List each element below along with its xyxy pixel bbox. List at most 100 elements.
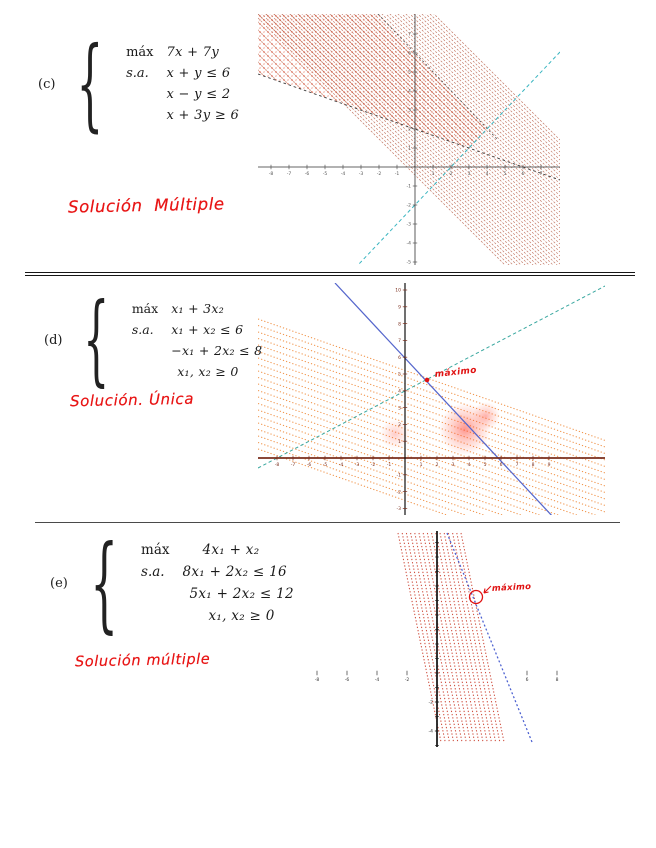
y-tick-label: 5 — [398, 372, 401, 378]
x-tick-label: -7 — [287, 171, 292, 177]
x-tick-label: -5 — [323, 462, 328, 468]
maximum-arrow-icon — [483, 585, 492, 594]
y-tick-label: 2 — [398, 422, 401, 428]
max-keyword: máx — [126, 45, 154, 60]
plot-d: -8 -7 -6 -5 -4 -3 -2 -1 1 2 3 4 5 6 7 8 9 10 9 8 7 6 5 4 3 2 1 -1 -2… — [258, 283, 605, 515]
problem-d-rows: máx x₁ + 3x₂ s.a. x₁ + x₂ ≤ 6 −x₁ + 2x₂ … — [132, 301, 263, 379]
y-tick-label: 6 — [408, 51, 411, 57]
y-tick-label: -2 — [397, 489, 402, 495]
constraint: x − y ≤ 2 — [166, 87, 231, 102]
brace-icon: { — [76, 25, 104, 142]
y-tick-label: -1 — [407, 184, 412, 190]
brace-icon: { — [83, 283, 110, 397]
maximum-annotation: máximo — [434, 366, 477, 380]
x-tick-label: 8 — [532, 462, 535, 468]
y-tick-label: -4 — [429, 729, 434, 735]
constraint: 8x₁ + 2x₂ ≤ 16 — [182, 564, 287, 580]
x-tick-label: -5 — [323, 171, 328, 177]
solution-note-e: Solución múltiple — [74, 651, 211, 671]
axis-ticks-d: -8 -7 -6 -5 -4 -3 -2 -1 1 2 3 4 5 6 7 8 9 10 9 8 7 6 5 4 3 2 1 -1 -2… — [275, 288, 551, 512]
problem-c-label: (c) — [38, 76, 56, 92]
x-tick-label: -2 — [371, 462, 376, 468]
problem-c-rows: máx 7x + 7y s.a. x + y ≤ 6 x − y ≤ 2 x +… — [126, 45, 239, 123]
x-tick-label: 6 — [500, 462, 503, 468]
constraint: x + y ≤ 6 — [166, 66, 231, 81]
constraint-line-x-plus-y — [377, 14, 499, 141]
y-tick-label: -2 — [407, 203, 412, 209]
x-tick-label: -6 — [307, 462, 312, 468]
max-keyword: máx — [141, 542, 170, 558]
maximum-circle — [468, 589, 484, 605]
y-tick-label: 10 — [395, 288, 401, 294]
y-tick-label: -3 — [407, 222, 412, 228]
problem-e-label: (e) — [50, 575, 68, 591]
x-tick-label: 6 — [526, 677, 529, 683]
x-tick-label: -2 — [377, 171, 382, 177]
x-tick-label: -6 — [305, 171, 310, 177]
x-tick-label: 4 — [468, 462, 471, 468]
x-tick-label: 3 — [468, 171, 471, 177]
y-tick-label: 7 — [408, 32, 411, 38]
y-tick-label: 9 — [398, 305, 401, 311]
solution-note-c: Solución Múltiple — [67, 194, 225, 217]
solution-note-d: Solución. Única — [69, 389, 195, 411]
y-tick-label: -2 — [429, 700, 434, 706]
y-tick-label: 4 — [408, 89, 411, 95]
y-tick-label: -5 — [407, 260, 412, 265]
x-tick-label: 4 — [486, 171, 489, 177]
subject-to-keyword: s.a. — [131, 322, 154, 337]
x-tick-label: 1 — [420, 462, 423, 468]
x-tick-label: 2 — [450, 171, 453, 177]
x-tick-label: 5 — [484, 462, 487, 468]
objective-level-lines-c — [258, 14, 560, 265]
x-tick-label: 7 — [540, 171, 543, 177]
constraint: x₁, x₂ ≥ 0 — [208, 608, 275, 624]
x-tick-label: -1 — [387, 462, 392, 468]
x-tick-label: -3 — [359, 171, 364, 177]
problem-d-label: (d) — [44, 332, 63, 348]
y-tick-label: 2 — [408, 127, 411, 133]
axis-ticks-c: -8 -7 -6 -5 -4 -3 -2 -1 1 2 3 4 5 6 7 7 6 5 4 3 2 1 -1 -2 -3 -4 -5 — [269, 32, 543, 265]
objective-level-lines-d — [258, 318, 605, 515]
x-tick-label: 8 — [556, 677, 559, 683]
objective-function: 4x₁ + x₂ — [202, 542, 260, 558]
constraint-line-x-plus-3y — [258, 73, 560, 181]
x-tick-label: -8 — [275, 462, 280, 468]
x-tick-label: -3 — [355, 462, 360, 468]
y-tick-label: -1 — [397, 473, 402, 479]
x-tick-label: -6 — [345, 677, 350, 683]
y-tick-label: 1 — [408, 146, 411, 152]
x-tick-label: 3 — [452, 462, 455, 468]
constraint-line-8x1-plus-2x2 — [446, 532, 533, 743]
x-tick-label: -1 — [395, 171, 400, 177]
constraint-line-minus-x1-plus-2x2 — [258, 285, 605, 469]
maximum-point — [424, 377, 430, 383]
constraint: x + 3y ≥ 6 — [166, 108, 240, 123]
x-tick-label: 2 — [436, 462, 439, 468]
red-smudge — [472, 402, 500, 430]
objective-function: x₁ + 3x₂ — [171, 301, 225, 316]
max-keyword: máx — [131, 301, 159, 316]
x-tick-label: 7 — [516, 462, 519, 468]
axis-ticks-e: -8 -6 -4 -2 6 8 -2 -4 — [315, 542, 559, 746]
red-smudge — [380, 419, 410, 449]
problem-c-system: (c) { máx 7x + 7y s.a. x + y ≤ 6 x − y ≤… — [38, 34, 239, 134]
objective-function: 7x + 7y — [166, 45, 219, 60]
x-tick-label: -4 — [375, 677, 380, 683]
x-tick-label: -7 — [291, 462, 296, 468]
plot-c: -8 -7 -6 -5 -4 -3 -2 -1 1 2 3 4 5 6 7 7 6 5 4 3 2 1 -1 -2 -3 -4 -5 — [258, 14, 560, 265]
constraint: x₁, x₂ ≥ 0 — [177, 364, 239, 379]
y-tick-label: -3 — [397, 506, 402, 512]
y-tick-label: 3 — [408, 108, 411, 114]
x-tick-label: 9 — [548, 462, 551, 468]
section-divider-1 — [25, 272, 635, 276]
x-tick-label: -8 — [269, 171, 274, 177]
y-tick-label: 5 — [408, 70, 411, 76]
subject-to-keyword: s.a. — [126, 66, 149, 81]
objective-level-lines-e — [397, 532, 505, 743]
x-tick-label: 5 — [504, 171, 507, 177]
brace-icon: { — [90, 522, 118, 644]
constraint: x₁ + x₂ ≤ 6 — [171, 322, 244, 337]
x-tick-label: -4 — [339, 462, 344, 468]
y-tick-label: 7 — [398, 338, 401, 344]
